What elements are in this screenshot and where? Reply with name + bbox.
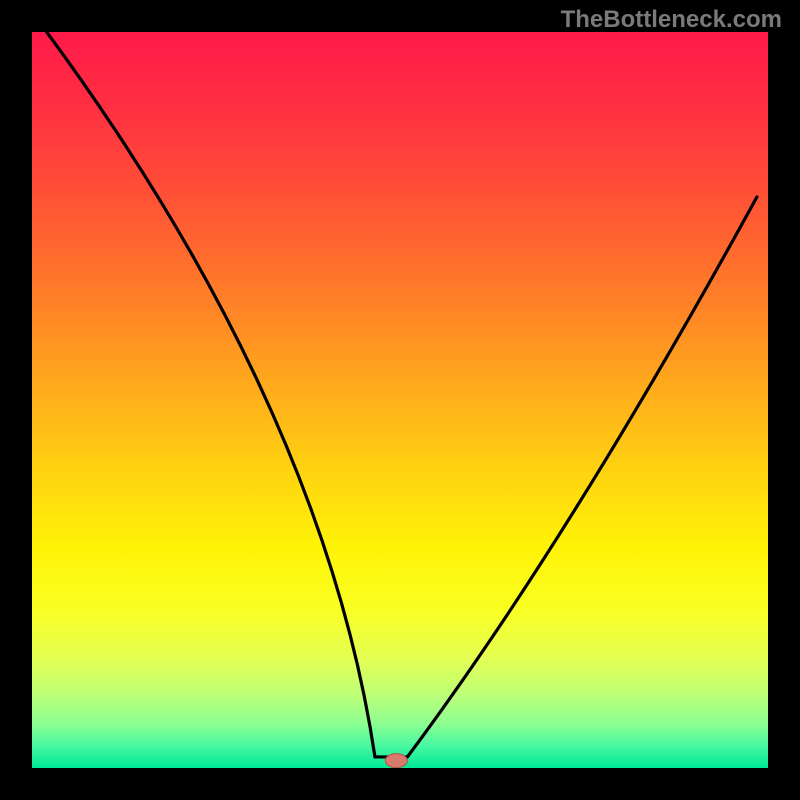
plot-area bbox=[32, 32, 768, 768]
bottleneck-marker bbox=[385, 754, 407, 768]
bottleneck-curve-path bbox=[47, 32, 757, 757]
bottleneck-curve-svg bbox=[32, 32, 768, 768]
chart-container: TheBottleneck.com bbox=[0, 0, 800, 800]
watermark-text: TheBottleneck.com bbox=[561, 6, 782, 34]
